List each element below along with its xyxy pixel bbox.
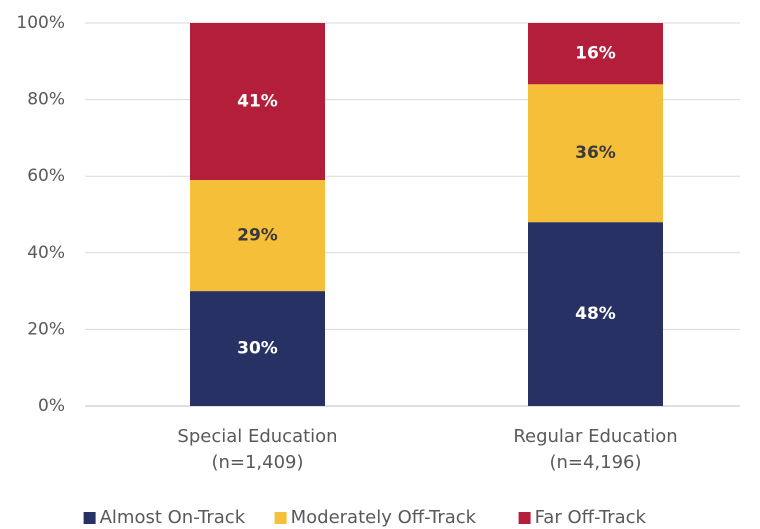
x-tick-label: Special Education (n=1,409)	[177, 426, 338, 473]
y-tick-label: 100%	[16, 13, 65, 33]
legend-swatch	[518, 512, 531, 524]
value-label: 29%	[237, 226, 278, 246]
bar-segment	[190, 291, 325, 406]
legend-label: Almost On-Track	[100, 507, 246, 528]
value-label: 48%	[575, 304, 616, 324]
legend-label: Moderately Off-Track	[291, 507, 477, 528]
y-tick-label: 0%	[38, 396, 65, 416]
bar-segment	[528, 23, 663, 85]
value-label: 30%	[237, 339, 278, 359]
y-tick-label: 60%	[27, 166, 65, 186]
bar-segment	[528, 84, 663, 223]
y-tick-label: 80%	[27, 90, 65, 110]
bar-segment	[190, 23, 325, 181]
value-label: 36%	[575, 143, 616, 163]
legend-label: Far Off-Track	[535, 507, 647, 528]
x-tick-label: Regular Education (n=4,196)	[513, 426, 678, 473]
y-tick-label: 20%	[27, 319, 65, 339]
legend-swatch	[274, 512, 287, 524]
legend-swatch	[83, 512, 96, 524]
value-label: 16%	[575, 44, 616, 64]
value-label: 41%	[237, 92, 278, 112]
bar-segment	[528, 222, 663, 406]
bar-segment	[190, 180, 325, 292]
y-tick-label: 40%	[27, 243, 65, 263]
